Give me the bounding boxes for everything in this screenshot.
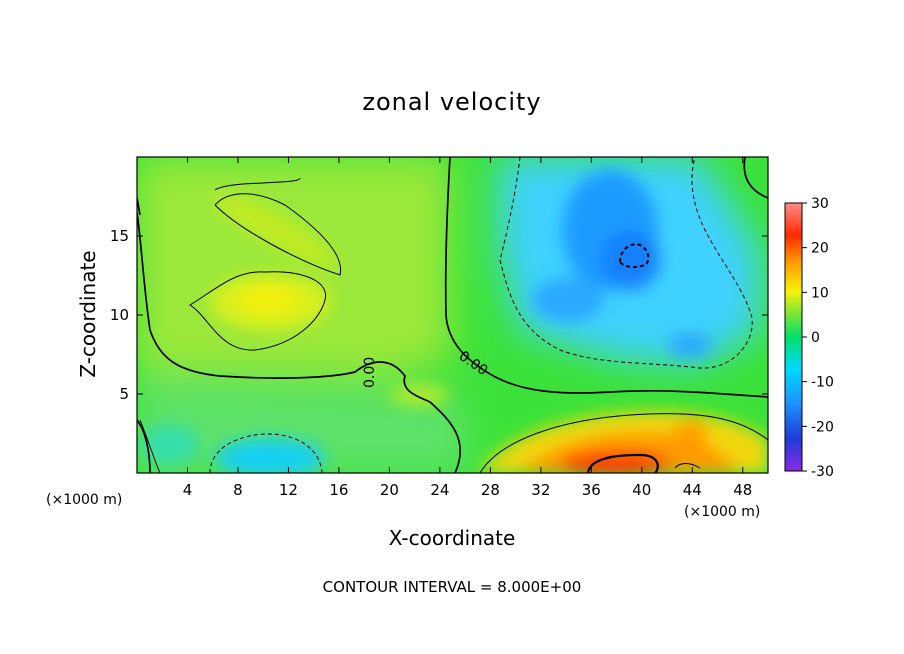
x-tick-label: 16 [329, 481, 348, 499]
x-tick-label: 32 [531, 481, 550, 499]
x-tick-label: 48 [733, 481, 752, 499]
y-axis: 5 10 15 [110, 227, 768, 403]
colorbar-gradient [784, 202, 803, 472]
x-tick-label: 4 [183, 481, 193, 499]
colorbar-tick-label: -30 [811, 464, 834, 480]
y-axis-label: Z-coordinate [76, 250, 100, 378]
colorbar: 30 20 10 0 -10 -20 -30 [784, 196, 834, 480]
x-unit-left: (×1000 m) [46, 492, 123, 508]
x-tick-label: 28 [481, 481, 500, 499]
x-tick-label: 12 [279, 481, 298, 499]
x-tick-label: 44 [683, 481, 702, 499]
x-tick-label: 24 [430, 481, 449, 499]
colorbar-tick-label: -20 [811, 419, 834, 435]
x-tick-label: 36 [582, 481, 601, 499]
x-unit-right: (×1000 m) [684, 504, 761, 520]
x-axis-label: X-coordinate [388, 526, 516, 550]
x-tick-label: 8 [233, 481, 243, 499]
x-tick-label: 40 [632, 481, 651, 499]
heatmap-field: 0.00 0.00 [137, 157, 768, 473]
y-tick-label: 10 [110, 306, 129, 324]
colorbar-tick-label: -10 [811, 375, 834, 391]
chart-title: zonal velocity [362, 88, 542, 116]
contour-interval-note: CONTOUR INTERVAL = 8.000E+00 [322, 578, 582, 596]
y-tick-label: 15 [110, 227, 129, 245]
colorbar-tick-label: 0 [811, 330, 820, 346]
y-tick-label: 5 [119, 385, 129, 403]
colorbar-ticks: 30 20 10 0 -10 -20 -30 [802, 196, 834, 480]
colorbar-tick-label: 10 [811, 285, 829, 301]
x-axis: 4 8 12 16 20 24 28 32 36 40 44 48 [183, 157, 752, 499]
contour-lines [137, 157, 768, 473]
contour-label: 0.00 [362, 357, 378, 388]
x-tick-label: 20 [380, 481, 399, 499]
colorbar-tick-label: 30 [811, 196, 829, 212]
colorbar-tick-label: 20 [811, 241, 829, 257]
